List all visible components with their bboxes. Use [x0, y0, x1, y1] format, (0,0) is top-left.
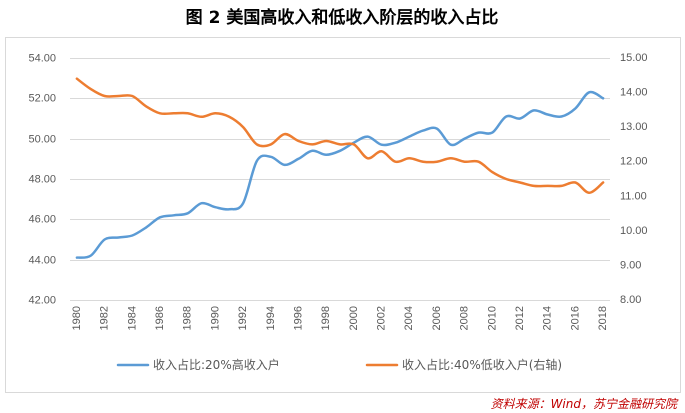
y-left-tick-label: 46.00 [28, 214, 56, 226]
y-left-tick-label: 48.00 [28, 174, 56, 186]
x-tick-label: 2012 [514, 306, 526, 330]
y-right-tick-label: 14.00 [620, 87, 648, 99]
x-tick-label: 2016 [569, 306, 581, 330]
series-line-high-income [75, 90, 605, 259]
chart-title: 图 2 美国高收入和低收入阶层的收入占比 [186, 7, 499, 28]
x-tick-label: 1980 [71, 306, 83, 330]
y-left-tick-label: 52.00 [28, 93, 56, 105]
legend-entry-high-income: 收入占比:20%高收入户 [116, 357, 280, 372]
y-right-tick-label: 8.00 [620, 294, 641, 306]
chart-frame [5, 37, 681, 393]
x-tick-label: 2002 [376, 306, 388, 330]
y-right-tick-label: 13.00 [620, 121, 648, 133]
legend: 收入占比:20%高收入户 收入占比:40%低收入户(右轴) [116, 357, 562, 372]
series-line-low-income [75, 77, 605, 195]
gridlines [70, 58, 610, 301]
legend-label-low-income: 收入占比:40%低收入户(右轴) [402, 357, 562, 372]
x-tick-label: 2018 [597, 306, 609, 330]
x-tick-label: 1990 [209, 306, 221, 330]
x-tick-label: 2006 [431, 306, 443, 330]
x-tick-label: 2014 [542, 306, 554, 330]
x-tick-label: 1988 [182, 306, 194, 330]
source-note: 资料来源：Wind，苏宁金融研究院 [491, 397, 679, 411]
y-right-tick-label: 9.00 [620, 259, 641, 271]
x-tick-label: 1986 [154, 306, 166, 330]
x-tick-label: 1982 [99, 306, 111, 330]
plot-series [75, 77, 605, 259]
legend-label-high-income: 收入占比:20%高收入户 [153, 357, 280, 372]
x-tick-label: 1994 [265, 306, 277, 330]
y-left-tick-label: 42.00 [28, 295, 56, 307]
x-tick-label: 1996 [292, 306, 304, 330]
x-tick-label: 2004 [403, 306, 415, 330]
x-tick-label: 1998 [320, 306, 332, 330]
y-left-tick-label: 44.00 [28, 255, 56, 267]
y-left-tick-label: 50.00 [28, 134, 56, 146]
legend-entry-low-income: 收入占比:40%低收入户(右轴) [365, 357, 562, 372]
y-axis-right: 8.00 9.00 10.00 11.00 12.00 13.00 14.00 15.00 [620, 52, 648, 306]
x-tick-label: 1984 [126, 306, 138, 330]
y-right-tick-label: 10.00 [620, 225, 648, 237]
x-tick-label: 2010 [486, 306, 498, 330]
x-tick-label: 2008 [459, 306, 471, 330]
y-right-tick-label: 15.00 [620, 52, 648, 64]
y-left-tick-label: 54.00 [28, 53, 56, 65]
x-tick-label: 2000 [348, 306, 360, 330]
y-right-tick-label: 11.00 [620, 190, 647, 202]
y-axis-left: 42.00 44.00 46.00 48.00 50.00 52.00 54.00 [28, 53, 56, 307]
y-right-tick-label: 12.00 [620, 156, 648, 168]
x-tick-label: 1992 [237, 306, 249, 330]
x-axis: 1980 1982 1984 1986 1988 1990 1992 1994 1996 1998… [71, 306, 609, 330]
